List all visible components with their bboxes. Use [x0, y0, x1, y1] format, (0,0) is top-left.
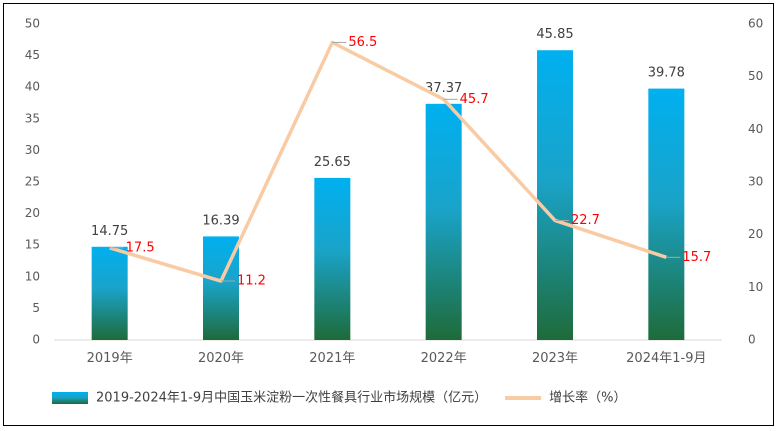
bar-data-label: 37.37: [425, 81, 462, 96]
right-axis-tick-label: 60: [748, 17, 763, 31]
bar: [537, 50, 573, 341]
bar-data-label: 25.65: [314, 155, 351, 170]
x-axis-labels: 2019年 2020年 2021年 2022年 2023年 2024年1-9月: [87, 351, 707, 366]
left-axis-tick-label: 5: [32, 301, 40, 315]
legend-bar-swatch: [52, 392, 88, 404]
right-axis-tick-label: 0: [748, 333, 756, 347]
left-axis-tick-label: 40: [25, 80, 40, 94]
x-axis-category-label: 2019年: [87, 351, 133, 366]
left-axis-tick-label: 35: [25, 111, 40, 125]
right-axis-tick-label: 40: [748, 122, 763, 136]
line-data-label: 11.2: [237, 274, 266, 289]
right-axis-tick-label: 30: [748, 175, 763, 189]
legend-line-label: 增长率（%）: [549, 390, 626, 406]
left-axis-tick-label: 45: [25, 48, 40, 62]
x-axis-category-label: 2024年1-9月: [626, 351, 706, 366]
left-axis-tick-label: 15: [25, 238, 40, 252]
left-axis: 0 5 10 15 20 25 30 35 40 45 50: [25, 17, 40, 347]
bar-data-label: 16.39: [202, 213, 239, 228]
right-axis-tick-label: 10: [748, 280, 763, 294]
right-axis-tick-label: 20: [748, 227, 763, 241]
line-data-label: 15.7: [682, 250, 711, 265]
line-data-label: 45.7: [460, 92, 489, 107]
line-data-label: 56.5: [348, 35, 377, 50]
bar: [91, 246, 128, 340]
left-axis-tick-label: 30: [25, 143, 40, 157]
chart-svg: 0 5 10 15 20 25 30 35 40 45 50 0 10 20 30 40 50 60 14.75…: [25, 17, 764, 406]
bar: [314, 177, 351, 340]
bar-data-label: 45.85: [536, 27, 573, 42]
line-data-label: 17.5: [126, 240, 155, 255]
line-series: [109, 40, 667, 283]
line-labels: 17.5 11.2 56.5 45.7 22.7 15.7: [109, 35, 711, 289]
right-axis-tick-label: 50: [748, 69, 763, 83]
x-axis-category-label: 2023年: [532, 351, 578, 366]
bar-data-label: 14.75: [91, 224, 128, 239]
growth-rate-line: [109, 40, 667, 283]
bar-labels: 14.75 16.39 25.65 37.37 45.85 39.78: [91, 27, 685, 239]
left-axis-tick-label: 25: [25, 175, 40, 189]
bar-series: [91, 50, 685, 341]
legend: 2019-2024年1-9月中国玉米淀粉一次性餐具行业市场规模（亿元） 增长率（…: [52, 390, 626, 406]
chart-frame: 0 5 10 15 20 25 30 35 40 45 50 0 10 20 30 40 50 60 14.75…: [3, 3, 774, 426]
bar-data-label: 39.78: [648, 66, 685, 81]
legend-bar-label: 2019-2024年1-9月中国玉米淀粉一次性餐具行业市场规模（亿元）: [96, 390, 487, 406]
x-axis-category-label: 2021年: [309, 351, 355, 366]
left-axis-tick-label: 50: [25, 17, 40, 31]
line-data-label: 22.7: [571, 213, 600, 228]
left-axis-tick-label: 20: [25, 206, 40, 220]
left-axis-tick-label: 0: [32, 333, 40, 347]
bar: [425, 103, 462, 341]
x-axis-category-label: 2022年: [421, 351, 467, 366]
bar: [648, 88, 685, 341]
right-axis: 0 10 20 30 40 50 60: [748, 17, 763, 347]
x-axis-category-label: 2020年: [198, 351, 244, 366]
left-axis-tick-label: 10: [25, 269, 40, 283]
